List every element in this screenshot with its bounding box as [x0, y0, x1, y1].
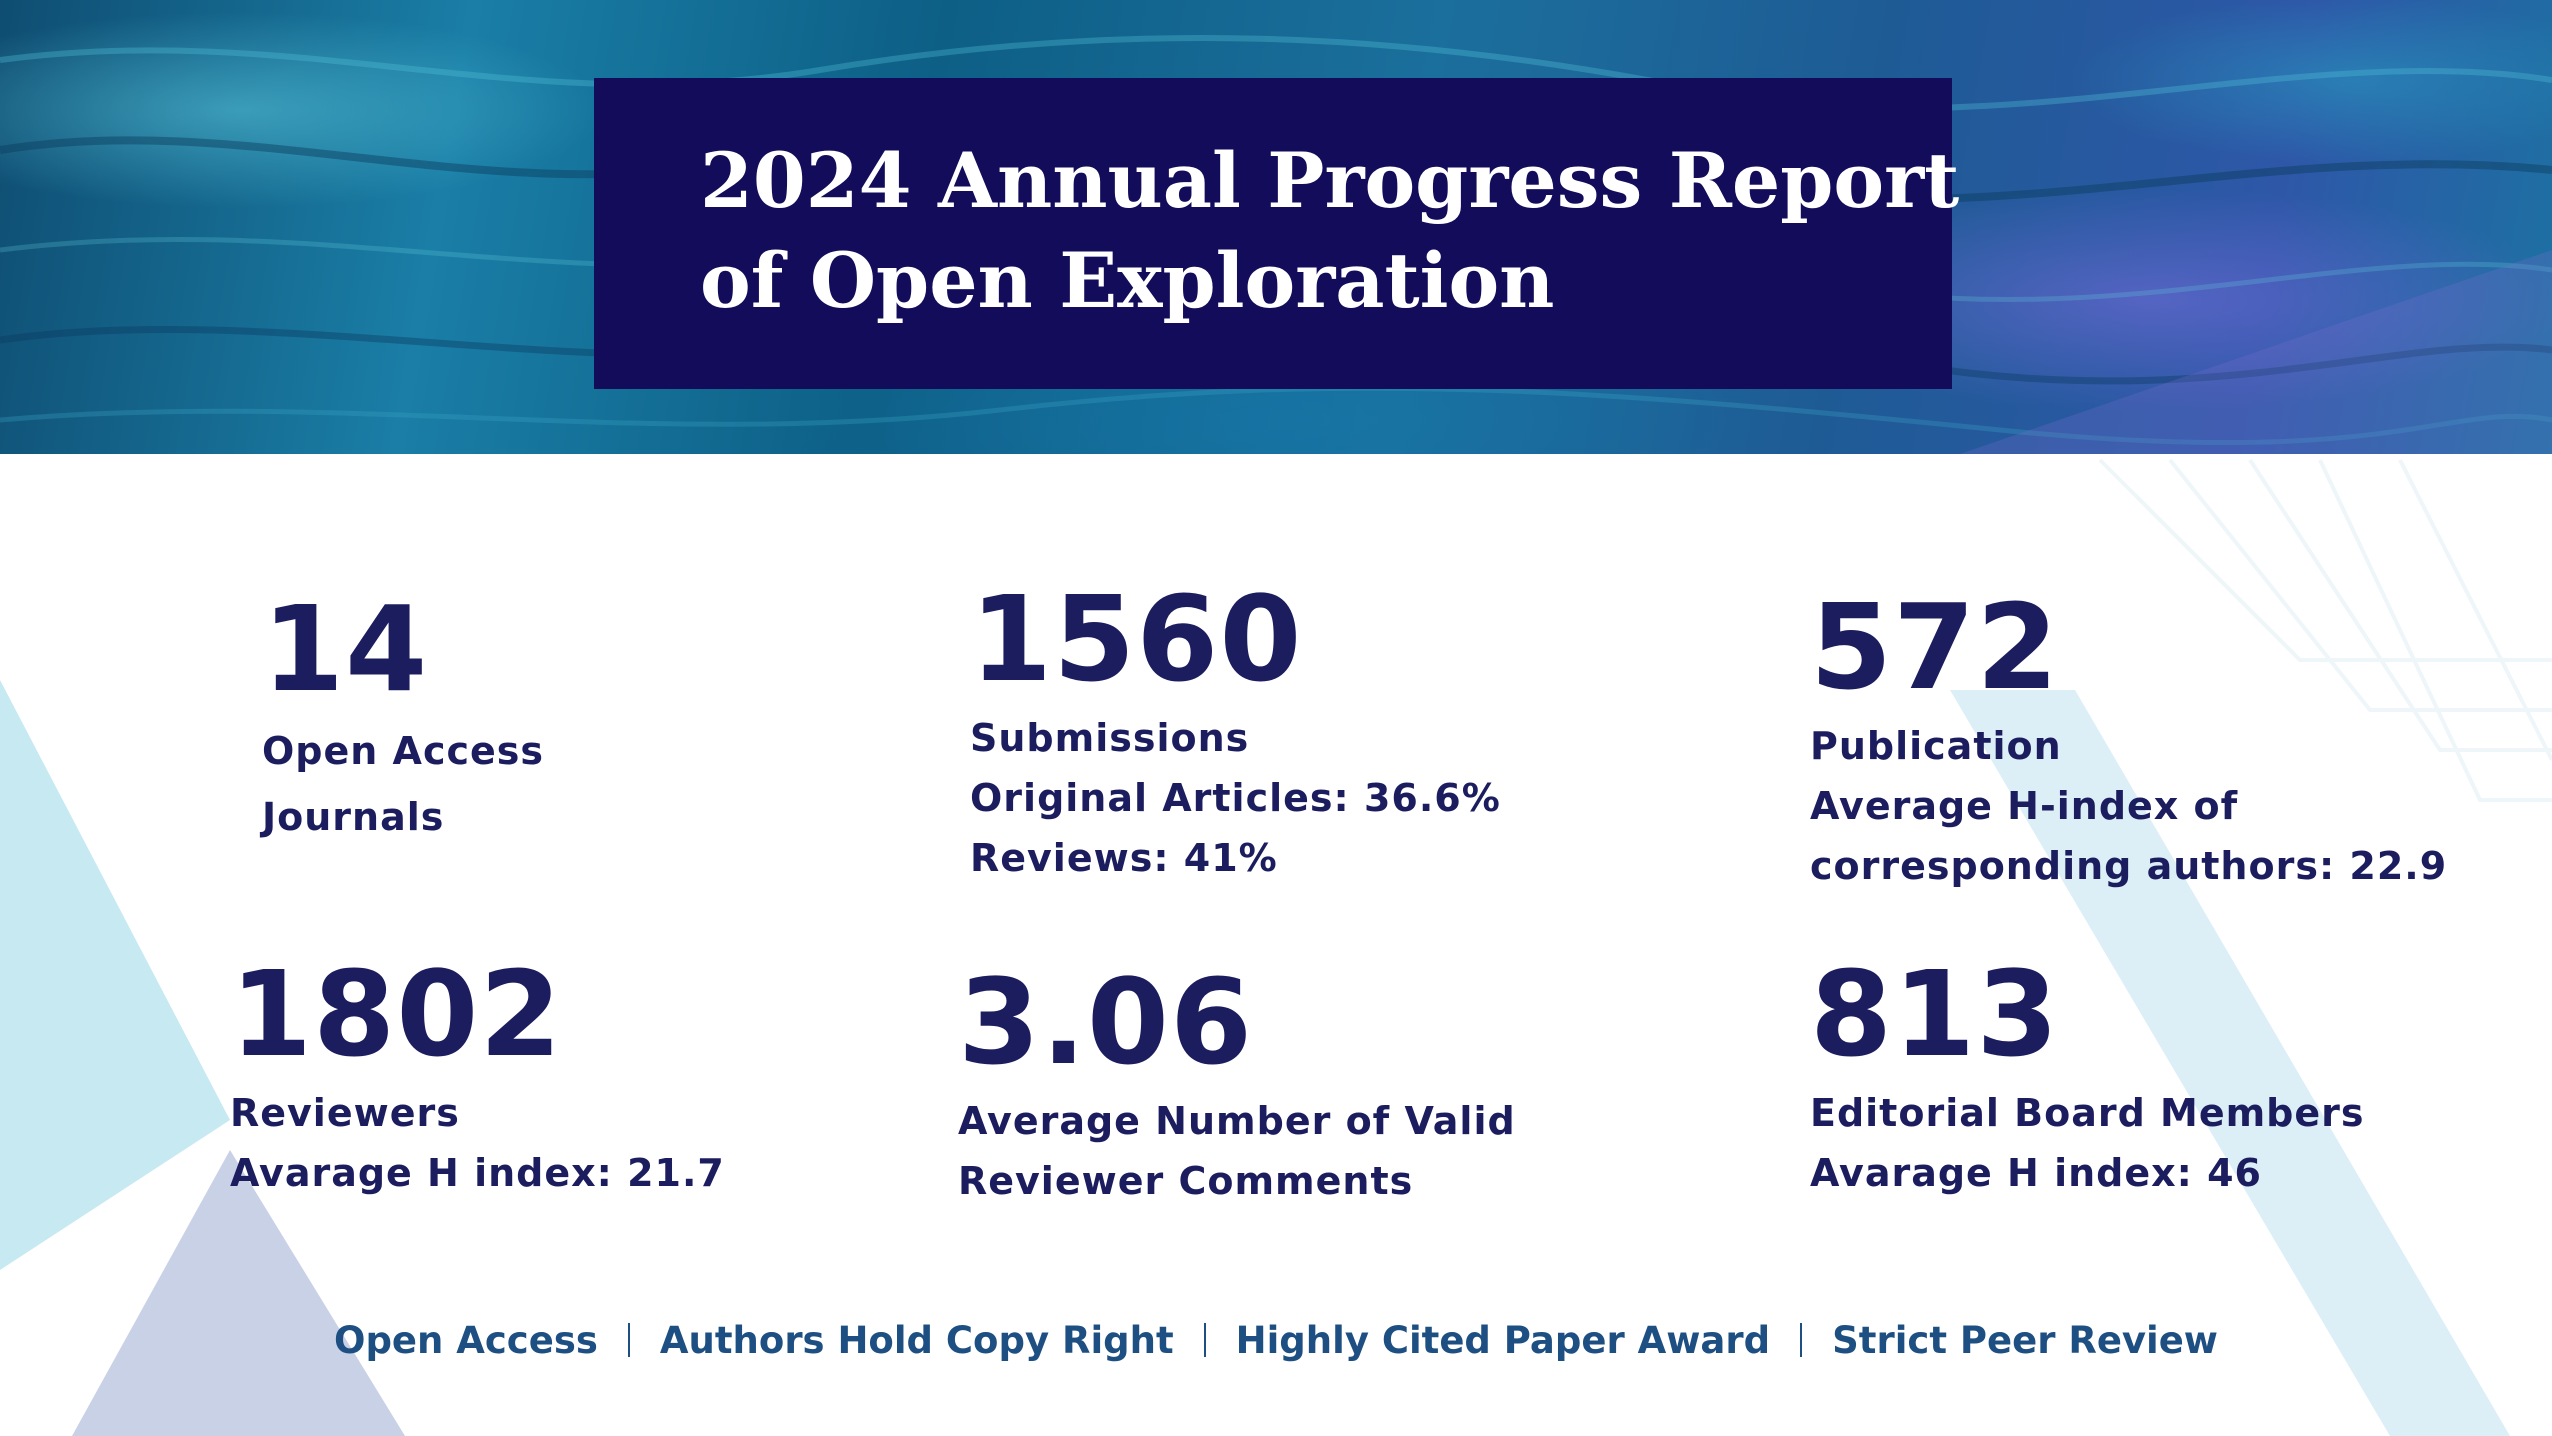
- left-lavender-triangle: [72, 1150, 405, 1436]
- stat-detail-original-articles: Original Articles: 36.6%: [970, 776, 1501, 820]
- title-box: 2024 Annual Progress Report of Open Expl…: [594, 78, 1959, 389]
- stat-label-line-2: Journals: [262, 795, 445, 839]
- stat-label-line-1: Average Number of Valid: [958, 1099, 1516, 1143]
- footer-features: Open Access Authors Hold Copy Right High…: [0, 1310, 2552, 1370]
- footer-separator: [1800, 1323, 1803, 1357]
- stat-value: 572: [1810, 578, 2060, 716]
- stat-editorial-board: 813 Editorial Board Members Avarage H in…: [1810, 955, 2365, 1203]
- stat-value: 14: [262, 580, 429, 718]
- stat-value: 813: [1810, 945, 2060, 1083]
- stat-detail-reviews: Reviews: 41%: [970, 836, 1278, 880]
- stat-reviewer-comments: 3.06 Average Number of Valid Reviewer Co…: [958, 963, 1516, 1211]
- report-title-line-2: of Open Exploration: [700, 236, 1555, 325]
- footer-item-cited-award: Highly Cited Paper Award: [1235, 1318, 1771, 1362]
- stat-detail-h-index: Avarage H index: 46: [1810, 1151, 2262, 1195]
- stat-publication: 572 Publication Average H-index of corre…: [1810, 588, 2447, 896]
- stat-label: Submissions: [970, 716, 1250, 760]
- stat-open-access-journals: 14 Open Access Journals: [262, 590, 544, 850]
- stat-submissions: 1560 Submissions Original Articles: 36.6…: [970, 580, 1501, 888]
- right-line-1: [2098, 458, 2552, 662]
- footer-item-copyright: Authors Hold Copy Right: [659, 1318, 1174, 1362]
- stat-detail-line-2: corresponding authors: 22.9: [1810, 844, 2448, 888]
- banner-background: 2024 Annual Progress Report of Open Expl…: [0, 0, 2552, 454]
- right-line-2: [2168, 458, 2552, 712]
- stat-label: Editorial Board Members: [1810, 1091, 2365, 1135]
- footer-separator: [1203, 1323, 1206, 1357]
- stat-reviewers: 1802 Reviewers Avarage H index: 21.7: [230, 955, 725, 1203]
- stat-label-line-2: Reviewer Comments: [958, 1159, 1414, 1203]
- stat-value: 1802: [230, 945, 563, 1083]
- stat-label: Reviewers: [230, 1091, 460, 1135]
- stat-label: Publication: [1810, 724, 2062, 768]
- stat-label-line-1: Open Access: [262, 729, 545, 773]
- footer-item-peer-review: Strict Peer Review: [1832, 1318, 2218, 1362]
- stat-value: 1560: [970, 570, 1303, 708]
- right-line-3: [2248, 458, 2552, 752]
- report-title-line-1: 2024 Annual Progress Report: [700, 136, 1960, 225]
- right-light-blue-stripe: [1950, 690, 2510, 1436]
- footer-separator: [627, 1323, 630, 1357]
- stat-detail-h-index: Avarage H index: 21.7: [230, 1151, 725, 1195]
- stat-detail-line-1: Average H-index of: [1810, 784, 2239, 828]
- footer-item-open-access: Open Access: [333, 1318, 598, 1362]
- stat-value: 3.06: [958, 953, 1254, 1091]
- right-line-5: [2398, 459, 2552, 761]
- right-line-4: [2318, 459, 2552, 802]
- left-light-blue-triangle: [0, 680, 230, 1270]
